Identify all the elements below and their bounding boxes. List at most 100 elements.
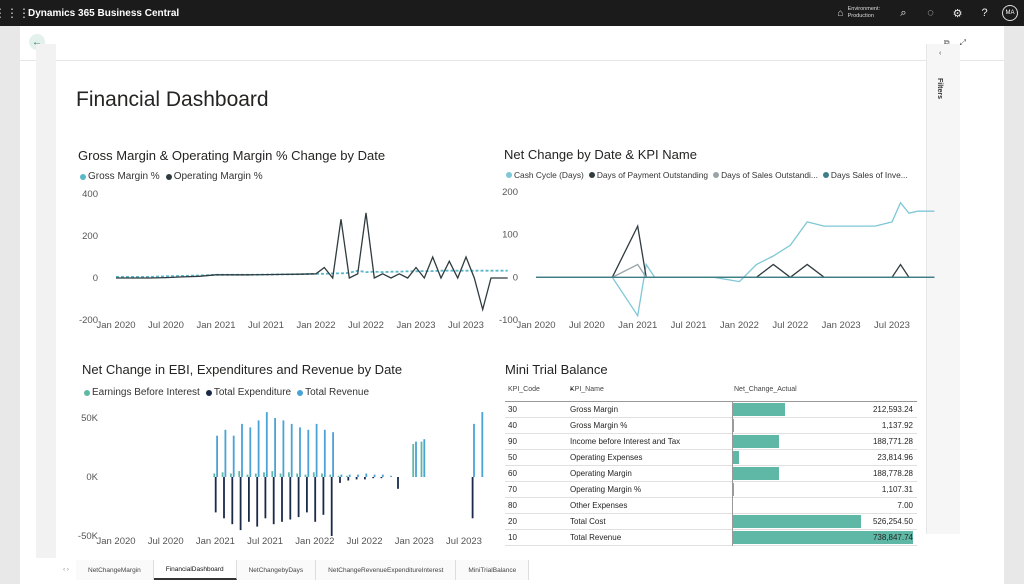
chart-net-change-kpi-legend[interactable]: Cash Cycle (Days) Days of Payment Outsta… [506,170,908,180]
chevron-left-icon[interactable]: ‹ [939,50,942,57]
table-row[interactable]: 90 Income before Interest and Tax 188,771.… [505,434,917,450]
bar[interactable] [423,439,426,477]
tab-netchangebydays[interactable]: NetChangebyDays [236,560,317,580]
legend-item[interactable]: Days Sales of Inve... [822,170,908,180]
tab-netchangemargin[interactable]: NetChangeMargin [76,560,154,580]
bell-icon[interactable]: ◌ [927,7,934,19]
avatar[interactable]: MA [1002,5,1018,21]
bar[interactable] [230,473,232,478]
bar[interactable] [330,477,333,536]
tab-minitrialbalance[interactable]: MiniTrialBalance [456,560,530,580]
bar[interactable] [323,429,326,477]
bar[interactable] [473,423,475,477]
table-row[interactable]: 60 Operating Margin 188,778.28 [505,466,917,482]
tab-financialdashboard[interactable]: FinancialDashboard [153,560,237,580]
legend-item[interactable]: Operating Margin % [165,171,263,182]
bar[interactable] [232,435,235,477]
bar[interactable] [329,474,332,477]
bar[interactable] [297,477,300,518]
column-header-value[interactable]: Net_Change_Actual [734,386,797,393]
help-icon[interactable]: ? [981,7,988,19]
environment-indicator[interactable]: ⌂ Environment: Production [838,6,880,20]
bar[interactable] [241,423,243,477]
table-row[interactable]: 80 Other Expenses 7.00 [505,498,917,514]
bar[interactable] [289,477,292,520]
bar[interactable] [288,472,290,477]
table-row[interactable]: 70 Operating Margin % 1,107.31 [505,482,917,498]
bar[interactable] [281,477,283,522]
gear-icon[interactable]: ⚙ [952,7,963,20]
bar[interactable] [221,472,224,477]
bar[interactable] [265,412,268,477]
bar[interactable] [357,474,359,477]
bar[interactable] [420,441,423,477]
bar[interactable] [372,477,375,479]
bar[interactable] [304,474,307,477]
legend-item[interactable]: Days of Payment Outstanding [588,170,708,180]
chart-ebi-legend[interactable]: Earnings Before Interest Total Expenditu… [84,387,369,398]
tab-scroll-arrows-icon[interactable]: ‹ › [63,567,69,573]
bar[interactable] [248,477,250,522]
bar[interactable] [257,420,260,477]
column-header-code[interactable]: KPI_Code [508,386,540,393]
bar[interactable] [346,475,348,477]
bar[interactable] [214,477,217,513]
bar[interactable] [364,477,366,480]
bar[interactable] [224,429,227,477]
sort-ascending-icon[interactable]: ▲ [569,386,574,392]
expand-icon[interactable]: ⤢ [959,38,966,47]
bar[interactable] [254,473,257,478]
filters-label[interactable]: Filters [936,78,943,100]
bar[interactable] [373,474,376,477]
series-line[interactable] [536,263,935,278]
bar[interactable] [390,475,392,477]
bar[interactable] [315,423,318,477]
bar[interactable] [256,477,259,527]
bar[interactable] [365,473,368,478]
bar[interactable] [321,473,323,478]
series-line[interactable] [536,224,935,279]
chart-gross-margin-legend[interactable]: Gross Margin % Operating Margin % [80,171,263,182]
bar[interactable] [213,473,216,478]
table-row[interactable]: 50 Operating Expenses 23,814.96 [505,450,917,466]
bar[interactable] [271,471,274,477]
bar[interactable] [223,477,225,519]
table-row[interactable]: 10 Total Revenue 738,847.74 [505,530,917,546]
bar[interactable] [347,477,350,481]
bar[interactable] [274,418,276,477]
bar[interactable] [337,475,340,477]
bar[interactable] [340,474,343,477]
column-header-name[interactable]: KPI_Name [570,386,604,393]
bar[interactable] [246,474,249,477]
bar[interactable] [272,477,275,525]
bar[interactable] [415,441,417,477]
waffle-icon[interactable]: ⋮⋮⋮ [0,6,30,20]
legend-item[interactable]: Gross Margin % [80,171,160,182]
bar[interactable] [481,412,484,477]
bar[interactable] [296,473,299,478]
bar[interactable] [381,474,384,477]
series-line[interactable] [536,201,935,318]
bar[interactable] [263,472,265,477]
legend-item[interactable]: Total Revenue [297,387,369,398]
bar[interactable] [216,435,218,477]
bar[interactable] [238,471,241,477]
bar[interactable] [412,444,415,477]
bar[interactable] [380,477,383,479]
legend-item[interactable]: Earnings Before Interest [84,387,200,398]
table-row[interactable]: 20 Total Cost 526,254.50 [505,514,917,530]
bar[interactable] [239,477,242,531]
bar[interactable] [282,420,285,477]
search-icon[interactable]: ⌕ [900,6,907,19]
series-line[interactable] [116,212,508,313]
bar[interactable] [322,477,325,515]
bar[interactable] [314,477,317,522]
bar[interactable] [339,477,341,483]
bar[interactable] [299,427,301,477]
bar[interactable] [290,423,293,477]
bar[interactable] [355,477,358,480]
tab-netchangerevenueexpenditureinterest[interactable]: NetChangeRevenueExpenditureInterest [316,560,457,580]
table-row[interactable]: 30 Gross Margin 212,593.24 [505,402,917,418]
